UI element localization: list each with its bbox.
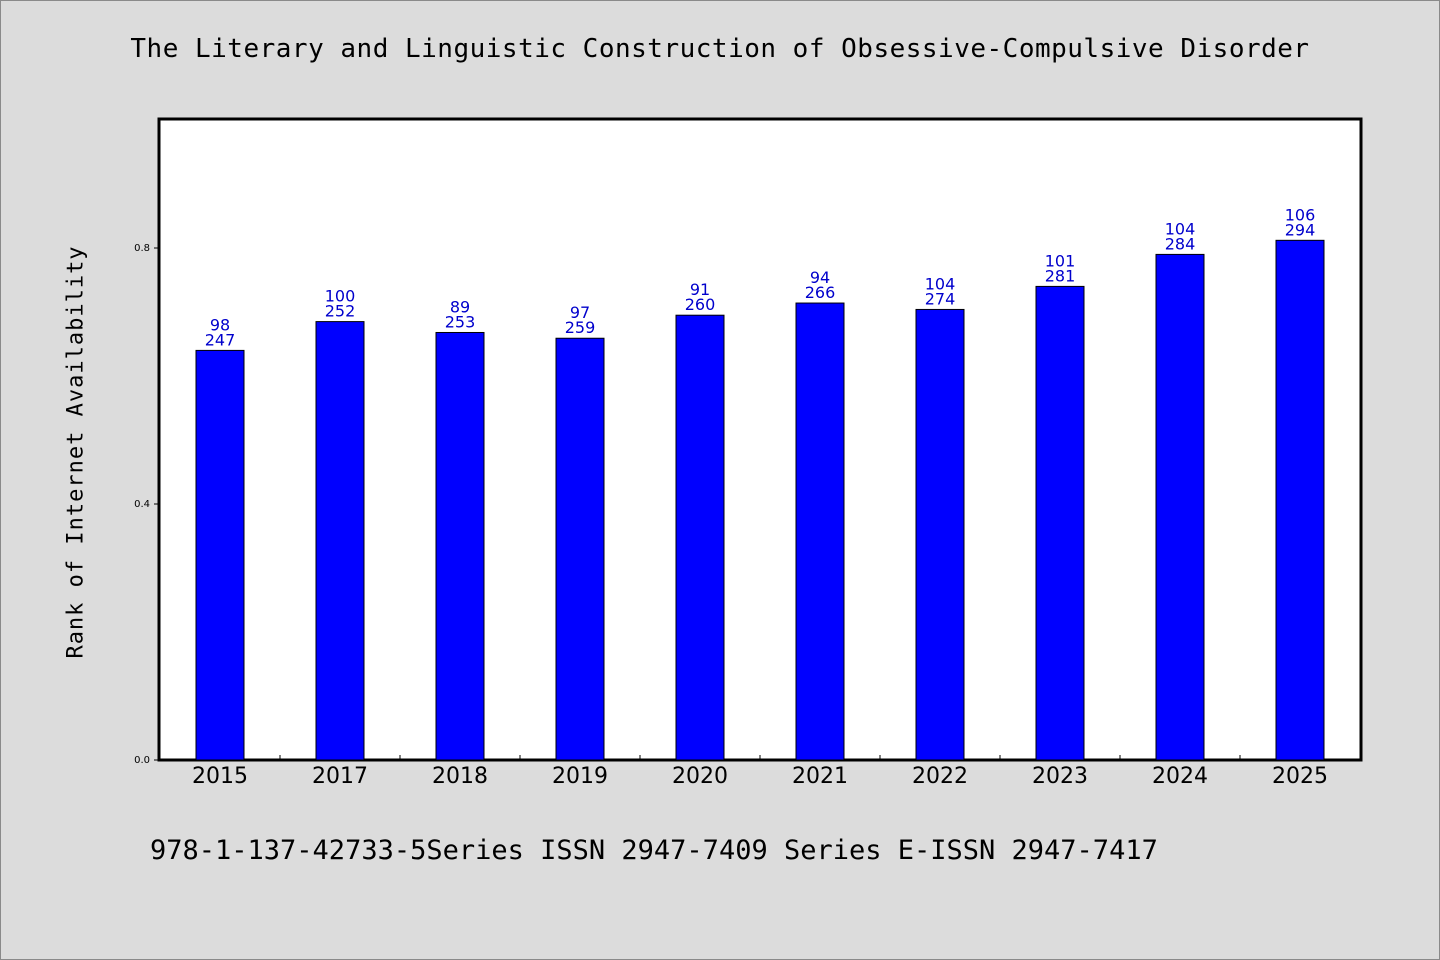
x-tick-label: 2025 bbox=[1272, 764, 1328, 789]
bar-annotation-top: 100 bbox=[325, 287, 356, 306]
bar-annotation-bottom: 259 bbox=[565, 318, 596, 337]
x-tick-label: 2024 bbox=[1152, 764, 1208, 789]
y-tick-label: 0.0 bbox=[134, 755, 150, 766]
chart-title: The Literary and Linguistic Construction… bbox=[130, 34, 1310, 64]
bar-annotation-bottom: 281 bbox=[1045, 266, 1076, 285]
x-tick-label: 2015 bbox=[192, 764, 248, 789]
bars-group bbox=[195, 239, 1325, 761]
x-tick-label: 2022 bbox=[912, 764, 968, 789]
bar-annotation-bottom: 274 bbox=[925, 289, 956, 308]
bar-annotation-bottom: 260 bbox=[685, 295, 716, 314]
bar-annotation-top: 101 bbox=[1045, 251, 1076, 270]
bar-2015 bbox=[195, 349, 245, 761]
isbn-footer: 978-1-137-42733-5Series ISSN 2947-7409 S… bbox=[150, 835, 1158, 866]
bar-annotation-bottom: 294 bbox=[1285, 220, 1316, 239]
bar-annotation-top: 106 bbox=[1285, 205, 1316, 224]
bar-annotation-bottom: 284 bbox=[1165, 234, 1196, 253]
bar-annotation-bottom: 247 bbox=[205, 330, 236, 349]
bar-annotation-bottom: 253 bbox=[445, 312, 476, 331]
bar-annotation-top: 98 bbox=[210, 315, 230, 334]
bar-annotation-top: 97 bbox=[570, 303, 590, 322]
x-tick-label: 2019 bbox=[552, 764, 608, 789]
bar-annotation-bottom: 252 bbox=[325, 302, 356, 321]
y-tick-label: 0.4 bbox=[134, 499, 150, 510]
x-tick-label: 2021 bbox=[792, 764, 848, 789]
bar-2018 bbox=[435, 331, 485, 761]
bar-annotation-top: 104 bbox=[925, 274, 956, 293]
x-tick-label: 2020 bbox=[672, 764, 728, 789]
y-tick-label: 0.8 bbox=[134, 243, 150, 254]
bar-2022 bbox=[915, 308, 965, 761]
bar-annotation-top: 104 bbox=[1165, 219, 1196, 238]
x-tick-label: 2018 bbox=[432, 764, 488, 789]
x-tick-label: 2017 bbox=[312, 764, 368, 789]
bar-2024 bbox=[1155, 253, 1205, 761]
bar-annotation-top: 94 bbox=[810, 268, 830, 287]
bar-2021 bbox=[795, 302, 845, 761]
bar-2025 bbox=[1275, 239, 1325, 761]
bar-annotation-bottom: 266 bbox=[805, 283, 836, 302]
x-ticks-group: 2015 2017 2018 2019 2020 2021 2022 2023 2024 2025 bbox=[192, 755, 1328, 789]
bar-2023 bbox=[1035, 285, 1085, 761]
y-ticks-group: 0.0 0.4 0.8 bbox=[134, 243, 160, 766]
bar-annotation-top: 89 bbox=[450, 297, 470, 316]
bar-annotation-top: 91 bbox=[690, 280, 710, 299]
bar-2019 bbox=[555, 337, 605, 761]
bar-2017 bbox=[315, 321, 365, 761]
bar-2020 bbox=[675, 314, 725, 761]
x-tick-label: 2023 bbox=[1032, 764, 1088, 789]
